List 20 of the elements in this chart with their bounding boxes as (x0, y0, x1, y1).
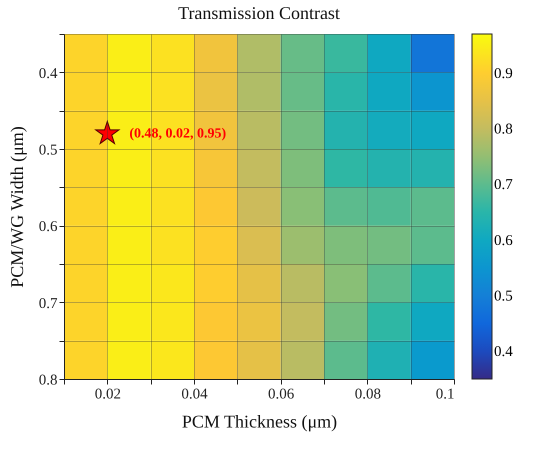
chart-title: Transmission Contrast (178, 3, 340, 23)
color-bar-label: 0.6 (494, 232, 514, 249)
color-bar-label: 0.7 (494, 177, 514, 194)
x-tick-label: 0.06 (268, 386, 295, 402)
y-tick-label: 0.4 (38, 66, 58, 82)
y-tick-label: 0.6 (38, 219, 58, 236)
x-tick-label: 0.08 (354, 386, 381, 402)
color-bar-label: 0.9 (494, 66, 513, 82)
x-axis-title: PCM Thickness (μm) (182, 412, 338, 432)
color-bar-label: 0.5 (494, 288, 513, 305)
x-tick-label: 0.1 (436, 386, 454, 402)
y-axis-title: PCM/WG Width (μm) (6, 126, 27, 288)
color-bar-label: 0.4 (494, 344, 514, 360)
y-tick-label: 0.5 (38, 142, 58, 158)
y-tick-label: 0.8 (38, 372, 58, 388)
y-tick-label: 0.7 (38, 296, 58, 312)
annotation: (0.48, 0.02, 0.95) (129, 126, 226, 142)
x-tick-label: 0.02 (94, 386, 121, 402)
x-tick-label: 0.04 (181, 386, 208, 402)
color-bar-label: 0.8 (494, 122, 513, 138)
